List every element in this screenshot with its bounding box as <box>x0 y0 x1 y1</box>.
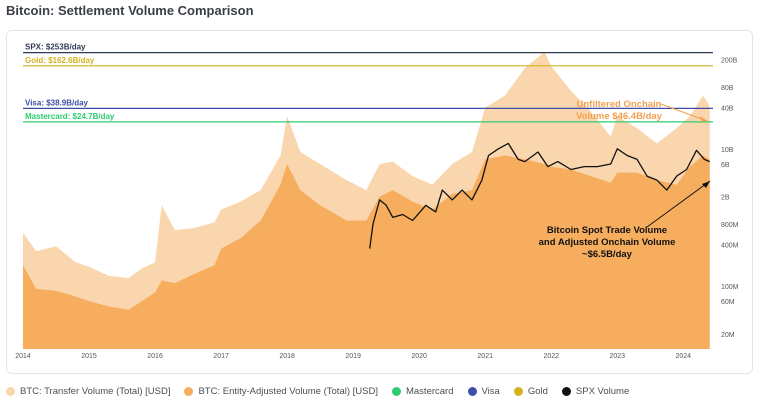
y-tick-label: 400M <box>721 243 739 250</box>
reference-line-label: SPX: $253B/day <box>25 43 86 52</box>
legend-label: Visa <box>481 385 500 397</box>
legend-item[interactable]: BTC: Entity-Adjusted Volume (Total) [USD… <box>184 386 378 397</box>
annotation-unfiltered-text: Volume $46.4B/day <box>576 111 663 122</box>
y-tick-label: 200B <box>721 58 738 65</box>
annotation-unfiltered-arrow <box>660 103 708 122</box>
legend-label: Mastercard <box>405 385 454 397</box>
legend-swatch <box>6 386 15 396</box>
x-tick-label: 2020 <box>411 353 427 360</box>
y-tick-label: 20M <box>721 332 735 339</box>
legend-label: SPX Volume <box>575 385 630 397</box>
y-tick-label: 100M <box>721 284 739 291</box>
x-tick-label: 2015 <box>81 353 97 360</box>
x-tick-label: 2019 <box>345 353 361 360</box>
chart-svg: SPX: $253B/day Gold: $162.6B/day Visa: $38… <box>15 43 739 360</box>
annotation-spot-text: ~$6.5B/day <box>582 249 633 260</box>
y-tick-label: 10B <box>721 147 734 154</box>
legend-label: BTC: Transfer Volume (Total) [USD] <box>20 385 171 397</box>
legend-label: Gold <box>527 385 548 397</box>
legend-swatch <box>561 386 571 396</box>
y-tick-label: 800M <box>721 222 739 229</box>
annotation-spot-arrowhead <box>702 181 710 188</box>
legend-swatch <box>391 386 401 396</box>
x-tick-label: 2018 <box>279 353 295 360</box>
chart-panel: SPX: $253B/day Gold: $162.6B/day Visa: $38… <box>6 30 753 374</box>
y-tick-label: 6B <box>721 162 730 169</box>
legend-swatch <box>184 386 194 396</box>
page-title: Bitcoin: Settlement Volume Comparison <box>6 3 254 18</box>
y-tick-label: 2B <box>721 195 730 202</box>
annotation-spot-text: Bitcoin Spot Trade Volume <box>547 225 667 236</box>
legend-swatch <box>467 386 477 396</box>
x-tick-label: 2024 <box>675 353 691 360</box>
x-tick-label: 2022 <box>543 353 559 360</box>
y-tick-label: 80B <box>721 85 734 92</box>
x-tick-label: 2023 <box>609 353 625 360</box>
series-area-1 <box>23 155 710 349</box>
legend-swatch <box>513 386 523 396</box>
reference-line-label: Gold: $162.6B/day <box>25 56 95 65</box>
spx-volume-line <box>369 142 710 249</box>
annotation-spot-text: and Adjusted Onchain Volume <box>539 237 676 248</box>
x-tick-label: 2021 <box>477 353 493 360</box>
legend-item[interactable]: Gold <box>513 385 548 397</box>
annotation-unfiltered-text: Unfiltered Onchain <box>577 99 662 110</box>
annotation-unfiltered-arrowhead <box>700 116 707 122</box>
y-tick-label: 60M <box>721 299 735 306</box>
legend-label: BTC: Entity-Adjusted Volume (Total) [USD… <box>198 385 378 397</box>
legend-item[interactable]: Mastercard <box>391 385 454 397</box>
chart-legend: BTC: Transfer Volume (Total) [USD] BTC: E… <box>6 384 629 398</box>
annotation-spot-arrow <box>646 180 711 228</box>
y-tick-label: 40B <box>721 106 734 113</box>
legend-item[interactable]: SPX Volume <box>561 385 630 397</box>
x-tick-label: 2017 <box>213 353 229 360</box>
x-tick-label: 2016 <box>147 353 163 360</box>
legend-item[interactable]: BTC: Transfer Volume (Total) [USD] <box>6 386 170 397</box>
reference-line-label: Mastercard: $24.7B/day <box>25 112 115 121</box>
legend-item[interactable]: Visa <box>467 385 500 397</box>
reference-line-label: Visa: $38.9B/day <box>25 98 89 107</box>
x-tick-label: 2014 <box>15 353 31 360</box>
